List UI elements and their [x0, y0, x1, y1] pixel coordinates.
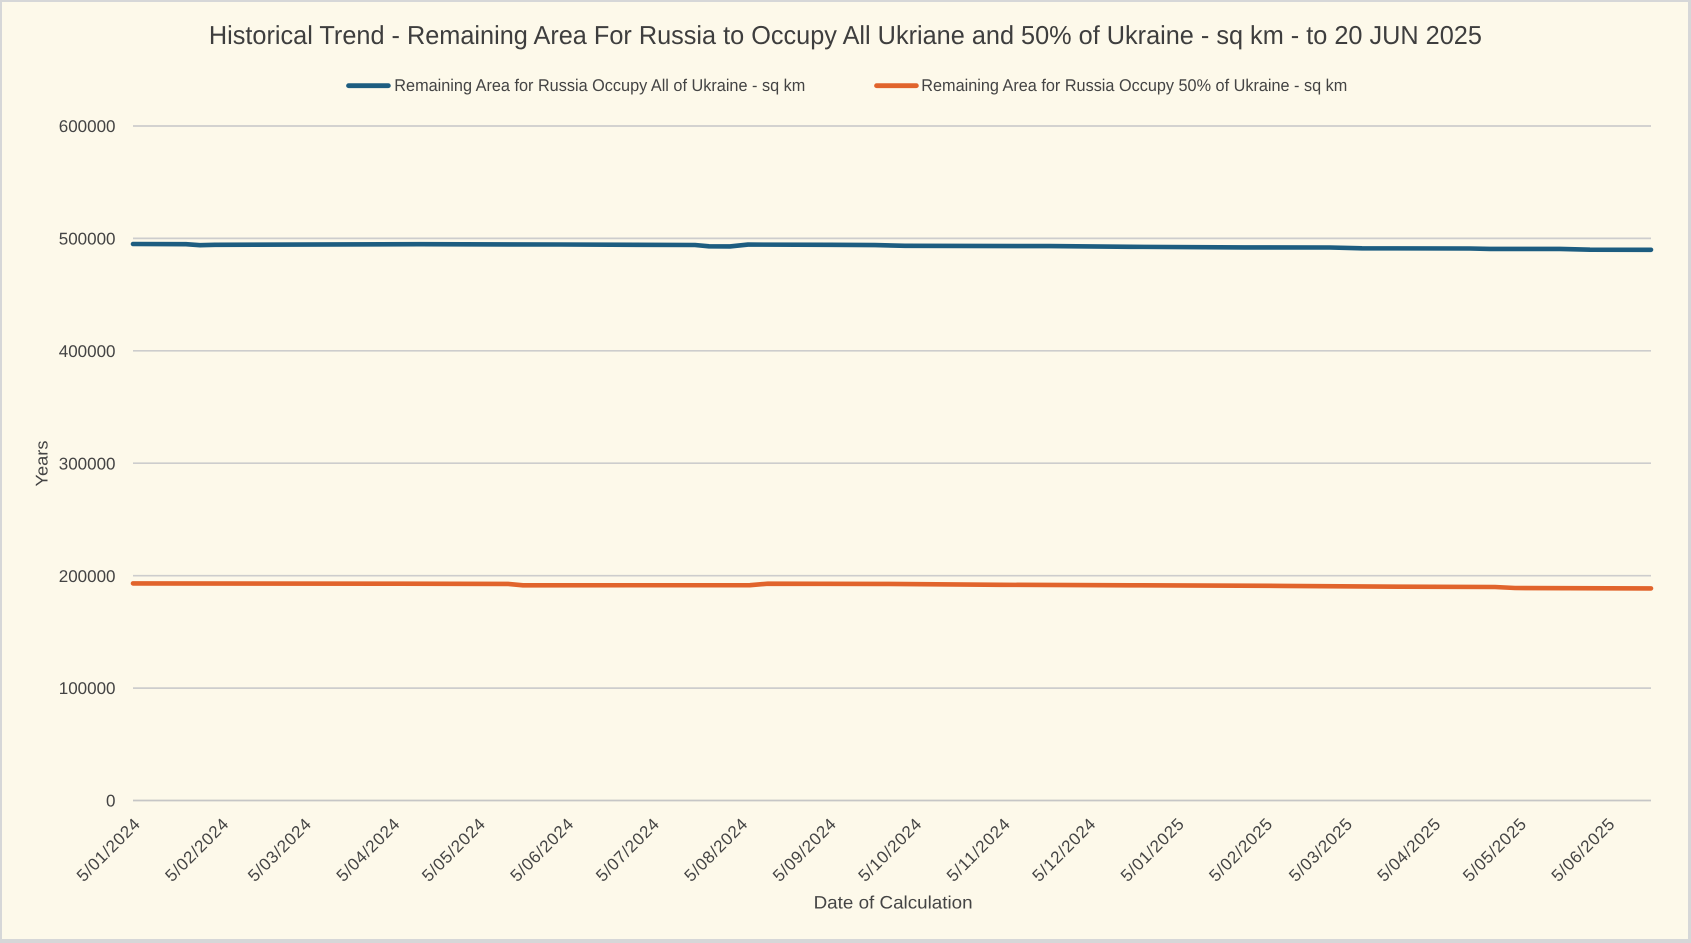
svg-text:300000: 300000	[59, 454, 116, 473]
svg-text:500000: 500000	[59, 230, 116, 249]
svg-text:100000: 100000	[59, 679, 116, 698]
svg-text:600000: 600000	[59, 117, 116, 136]
svg-text:Years: Years	[33, 441, 52, 487]
svg-text:200000: 200000	[59, 567, 116, 586]
svg-text:Remaining Area for Russia Occu: Remaining Area for Russia Occupy All of …	[394, 76, 805, 95]
svg-text:0: 0	[106, 792, 115, 811]
svg-text:400000: 400000	[59, 342, 116, 361]
svg-text:Historical Trend - Remaining A: Historical Trend - Remaining Area For Ru…	[209, 20, 1482, 50]
svg-text:Remaining Area for Russia Occu: Remaining Area for Russia Occupy 50% of …	[921, 76, 1347, 95]
svg-text:Date of Calculation: Date of Calculation	[814, 893, 973, 913]
